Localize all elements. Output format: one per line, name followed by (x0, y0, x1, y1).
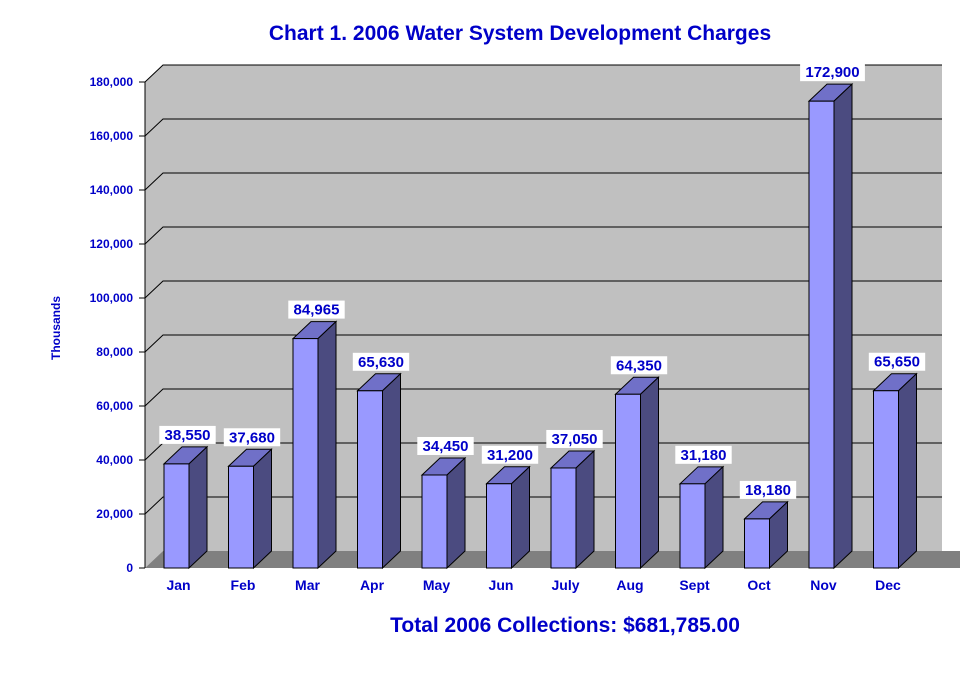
data-label-box (417, 436, 474, 455)
y-tick-label: 60,000 (96, 399, 133, 413)
data-label-box (546, 429, 603, 448)
data-label-box (288, 300, 345, 319)
data-label: 84,965 (294, 302, 340, 319)
y-tick-label: 80,000 (96, 345, 133, 359)
data-label: 31,180 (681, 447, 727, 464)
bar (292, 338, 319, 569)
data-label-box (868, 352, 926, 371)
bar-side (640, 376, 659, 570)
data-label-box (352, 352, 410, 371)
gridline (144, 388, 942, 407)
gridline (144, 280, 942, 299)
y-tick-label: 180,000 (90, 75, 134, 89)
data-label-box (610, 356, 668, 375)
y-tick-label: 140,000 (90, 183, 134, 197)
x-tick-label: May (423, 577, 450, 593)
x-tick-label: Mar (295, 577, 320, 593)
x-tick-label: Jun (489, 577, 514, 593)
x-tick-label: Apr (360, 577, 385, 593)
bar (679, 483, 706, 569)
x-tick-label: Oct (747, 577, 771, 593)
x-tick-label: July (551, 577, 579, 593)
y-axis-label: Thousands (49, 296, 63, 360)
bar (163, 463, 190, 569)
gridline (144, 334, 942, 353)
x-tick-label: Jan (166, 577, 190, 593)
bar (486, 483, 512, 569)
gridline (144, 226, 942, 245)
x-tick-label: Dec (875, 577, 901, 593)
data-label: 64,350 (616, 357, 662, 374)
gridline (144, 172, 942, 191)
data-label-box (223, 428, 281, 447)
bar (421, 474, 448, 569)
bar-side (188, 445, 208, 570)
bar-side (253, 448, 272, 570)
bar (228, 465, 254, 569)
data-label: 31,200 (487, 447, 533, 464)
data-label: 18,180 (745, 482, 791, 499)
data-label-box (159, 425, 216, 444)
y-tick-label: 120,000 (90, 237, 134, 251)
data-label-box (675, 445, 732, 464)
bar-side (382, 372, 401, 570)
data-label-box (800, 63, 865, 82)
y-tick-label: 0 (126, 561, 133, 575)
plot-area: 0 20,000 40,000 60,000 80,000 100,000 120,000 1… (90, 63, 960, 593)
data-label: 34,450 (423, 438, 469, 455)
x-tick-label: Sept (679, 577, 710, 593)
bar (615, 393, 641, 569)
bar (808, 100, 835, 569)
bar-side (317, 320, 337, 570)
bar-side (833, 83, 853, 570)
chart-footer: Total 2006 Collections: $681,785.00 (390, 614, 740, 637)
data-label: 65,650 (874, 354, 920, 371)
data-label: 37,050 (552, 431, 598, 448)
data-label: 65,630 (358, 354, 404, 371)
chart-title: Chart 1. 2006 Water System Development C… (269, 22, 771, 45)
bar-side (446, 456, 466, 570)
back-wall (145, 65, 942, 568)
bar (873, 390, 899, 569)
y-tick-label: 100,000 (90, 291, 134, 305)
bar-side (704, 465, 724, 570)
data-label-box (481, 445, 539, 464)
bar-side (898, 372, 917, 570)
bar (550, 467, 577, 569)
gridline (144, 118, 942, 137)
gridline (144, 64, 942, 83)
x-tick-label: Aug (616, 577, 643, 593)
data-label: 38,550 (165, 427, 211, 444)
x-tick-label: Nov (810, 577, 837, 593)
data-label: 37,680 (229, 429, 275, 446)
bar (357, 390, 383, 569)
bar-side (575, 449, 595, 570)
data-label: 172,900 (805, 64, 859, 81)
y-tick-label: 160,000 (90, 129, 134, 143)
y-tick-label: 40,000 (96, 453, 133, 467)
bar-side (511, 465, 530, 570)
y-tick-label: 20,000 (96, 507, 133, 521)
x-tick-label: Feb (231, 577, 256, 593)
data-label-box (739, 480, 797, 499)
bar (744, 518, 770, 569)
